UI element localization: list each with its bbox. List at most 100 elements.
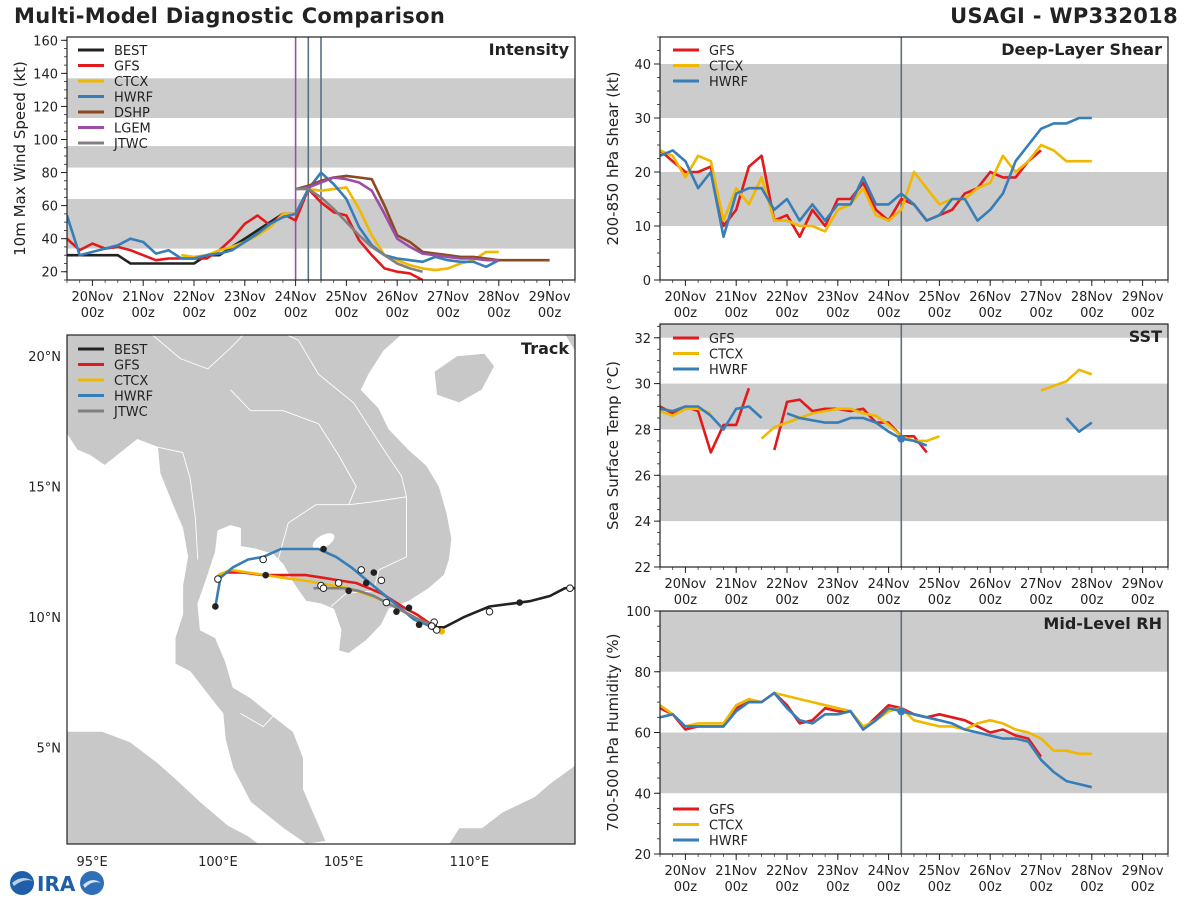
legend-label-ctcx: CTCX xyxy=(114,374,148,389)
panel-title: SST xyxy=(1129,327,1162,346)
panel-title: Intensity xyxy=(489,40,570,59)
y-tick-label: 40 xyxy=(41,233,58,248)
x-tick-hour: 00z xyxy=(81,306,105,321)
shear-chart: 01020304020Nov00z21Nov00z22Nov00z23Nov00… xyxy=(604,36,1169,321)
y-tick-label: 120 xyxy=(33,100,58,115)
lon-tick-label: 95°E xyxy=(77,855,108,870)
x-tick-hour: 00z xyxy=(979,306,1003,321)
y-tick-label: 30 xyxy=(634,112,651,127)
x-tick-hour: 00z xyxy=(182,306,206,321)
lon-tick-label: 100°E xyxy=(198,855,238,870)
x-tick-hour: 00z xyxy=(1131,593,1155,608)
x-tick-hour: 00z xyxy=(928,306,952,321)
lat-tick-label: 20°N xyxy=(28,350,61,365)
svg-text:IRA: IRA xyxy=(37,872,76,896)
y-tick-label: 24 xyxy=(634,515,651,530)
track-point-open xyxy=(319,584,328,592)
x-tick-hour: 00z xyxy=(826,880,850,895)
land-borneo xyxy=(449,765,575,844)
y-tick-label: 20 xyxy=(41,266,58,281)
lon-tick-label: 110°E xyxy=(450,855,490,870)
cira-logo: IRA xyxy=(10,871,104,896)
x-tick-day: 22Nov xyxy=(766,290,808,305)
series-hwrf xyxy=(660,691,1093,789)
track-best xyxy=(434,586,575,629)
track-point-open xyxy=(566,584,574,592)
x-tick-hour: 00z xyxy=(1131,306,1155,321)
sst-chart: 22242628303220Nov00z21Nov00z22Nov00z23No… xyxy=(604,323,1169,608)
x-tick-day: 20Nov xyxy=(664,577,706,592)
x-tick-day: 26Nov xyxy=(969,290,1011,305)
rh-chart: 2040608010020Nov00z21Nov00z22Nov00z23Nov… xyxy=(604,605,1169,895)
x-tick-day: 24Nov xyxy=(868,290,910,305)
shade-band xyxy=(660,172,1168,226)
map-frame xyxy=(66,334,576,845)
x-tick-day: 22Nov xyxy=(766,577,808,592)
track-point-filled xyxy=(516,599,523,606)
legend-label-ctcx: CTCX xyxy=(114,75,148,90)
shade-band xyxy=(660,64,1168,118)
x-tick-hour: 00z xyxy=(775,306,799,321)
marker-hwrf xyxy=(897,707,906,716)
series-jtwc xyxy=(295,187,423,273)
land-mainland xyxy=(67,335,453,844)
legend-label-gfs: GFS xyxy=(709,803,735,818)
x-tick-hour: 00z xyxy=(979,880,1003,895)
x-tick-hour: 00z xyxy=(979,593,1003,608)
x-tick-day: 27Nov xyxy=(427,290,469,305)
track-point-filled xyxy=(212,603,219,610)
series-ctcx xyxy=(181,186,499,272)
track-point-filled xyxy=(393,608,400,615)
x-tick-hour: 00z xyxy=(674,593,698,608)
x-tick-hour: 00z xyxy=(928,880,952,895)
x-tick-hour: 00z xyxy=(674,880,698,895)
legend-label-best: BEST xyxy=(114,343,147,358)
track-point-filled xyxy=(405,604,413,612)
panel-title: Track xyxy=(521,339,569,358)
x-tick-day: 28Nov xyxy=(478,290,520,305)
track-point-filled xyxy=(345,587,352,595)
x-tick-day: 24Nov xyxy=(868,577,910,592)
series-ctcx xyxy=(660,143,1092,233)
track-point-open xyxy=(214,575,222,583)
track-point-open xyxy=(382,598,391,607)
x-tick-day: 20Nov xyxy=(71,290,113,305)
country-border xyxy=(240,713,274,728)
x-tick-hour: 00z xyxy=(538,306,562,321)
x-tick-day: 20Nov xyxy=(664,290,706,305)
track-point-open xyxy=(427,622,436,630)
series-hwrf xyxy=(67,171,500,269)
shade-band xyxy=(660,475,1168,522)
y-tick-label: 60 xyxy=(634,727,651,742)
track-point-filled xyxy=(415,621,423,629)
track-point-filled xyxy=(262,571,269,579)
x-tick-day: 23Nov xyxy=(224,290,266,305)
y-tick-label: 22 xyxy=(634,561,651,576)
marker-hwrf xyxy=(897,434,906,443)
x-tick-day: 28Nov xyxy=(1071,290,1113,305)
x-tick-hour: 00z xyxy=(487,306,511,321)
track-point-open xyxy=(485,607,494,616)
panel-title: Deep-Layer Shear xyxy=(1001,40,1162,59)
y-tick-label: 28 xyxy=(634,423,651,438)
x-tick-hour: 00z xyxy=(1029,593,1053,608)
y-tick-label: 32 xyxy=(634,332,651,347)
y-axis-label: 200-850 hPa Shear (kt) xyxy=(604,72,622,246)
x-tick-day: 21Nov xyxy=(715,577,757,592)
legend-label-best: BEST xyxy=(114,44,147,59)
x-tick-day: 25Nov xyxy=(918,290,960,305)
lat-tick-label: 5°N xyxy=(37,741,62,756)
y-tick-label: 60 xyxy=(41,200,58,215)
series-hwrf xyxy=(660,405,763,431)
track-point-open xyxy=(334,579,343,587)
x-tick-day: 22Nov xyxy=(766,864,808,879)
y-tick-label: 0 xyxy=(643,274,651,289)
legend-label-jtwc: JTWC xyxy=(113,137,148,152)
land-hainan xyxy=(433,352,495,404)
legend-label-ctcx: CTCX xyxy=(709,348,743,363)
x-tick-day: 25Nov xyxy=(325,290,367,305)
track-point-open xyxy=(259,555,267,564)
x-tick-day: 29Nov xyxy=(529,290,571,305)
x-tick-day: 26Nov xyxy=(969,577,1011,592)
series-gfs xyxy=(660,387,751,454)
